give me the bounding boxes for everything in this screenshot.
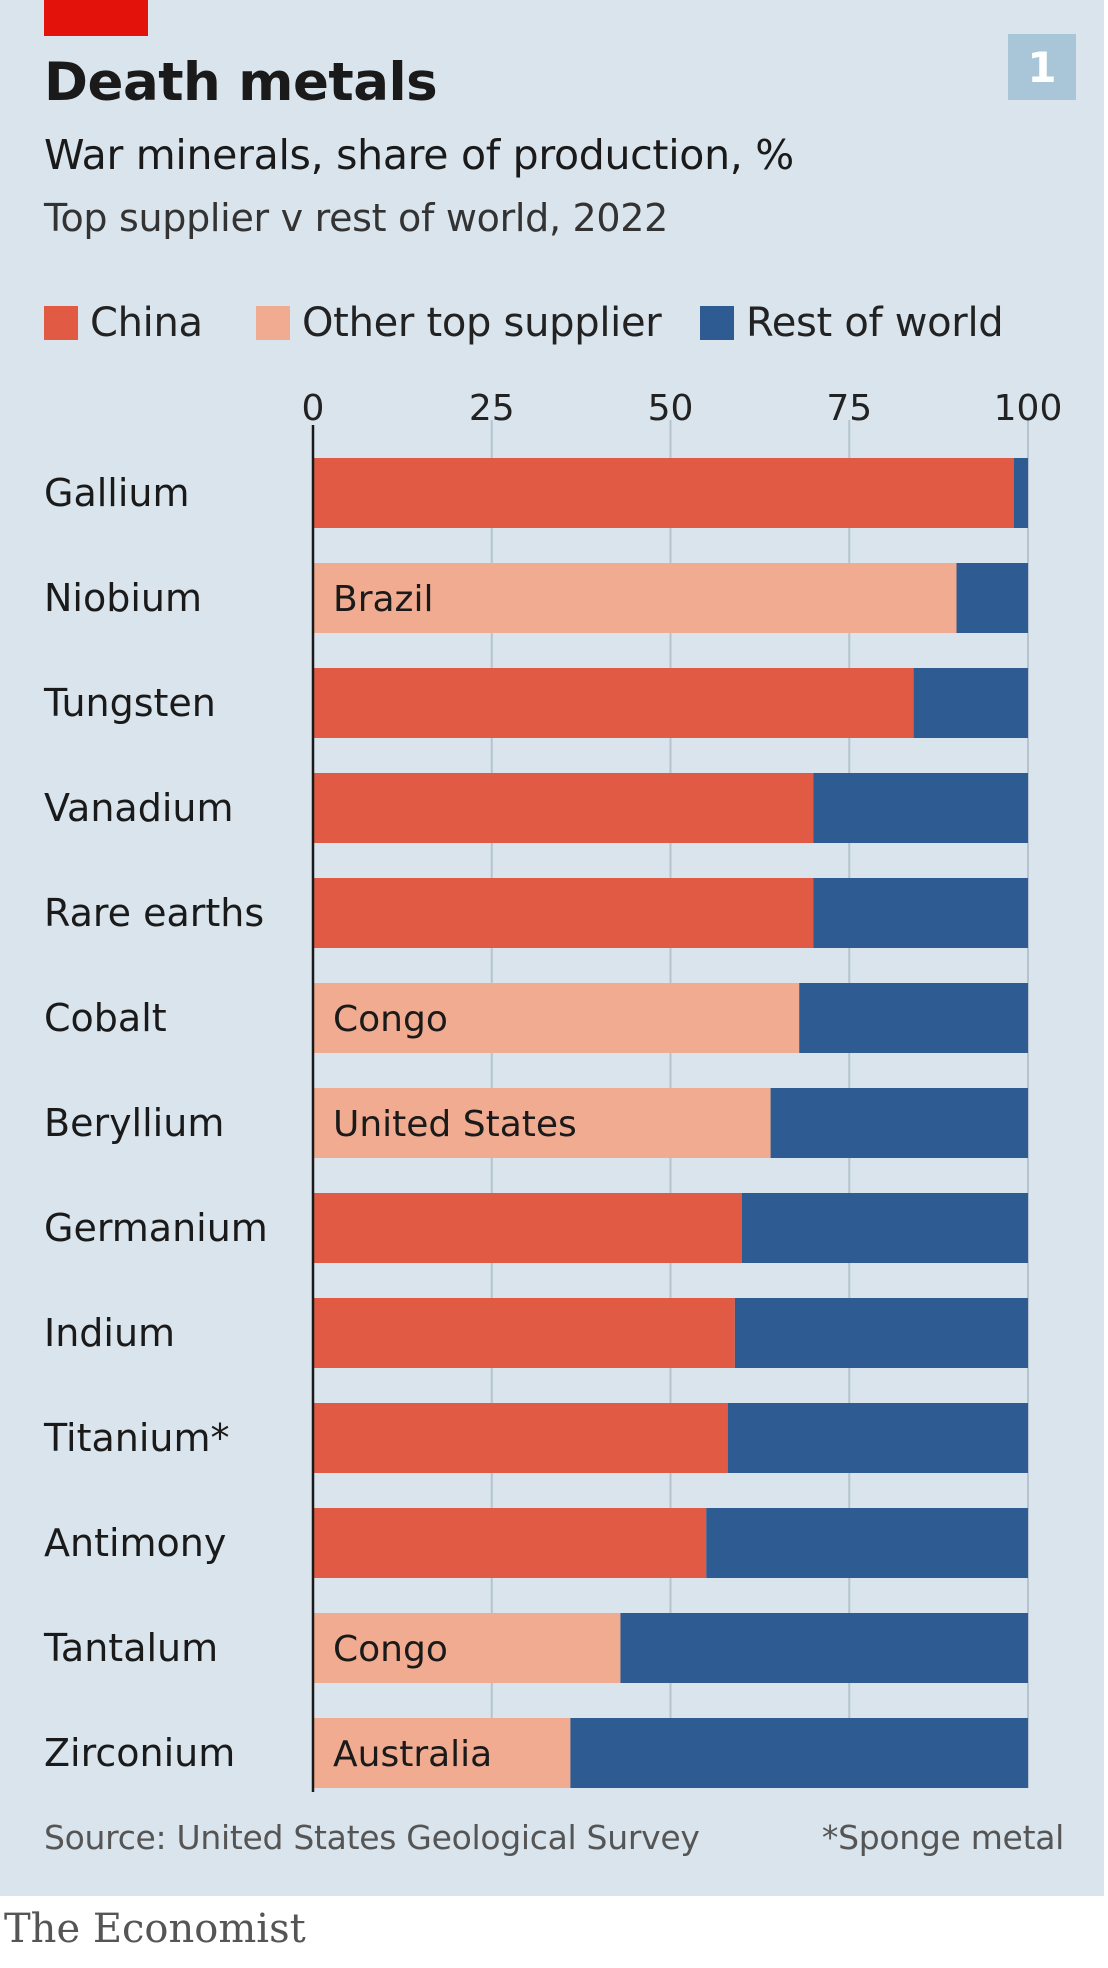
bar-segment-rest	[706, 1508, 1028, 1578]
bar-segment-china	[313, 1403, 728, 1473]
legend-item-rest: Rest of world	[700, 300, 1004, 346]
bar-segment-rest	[620, 1613, 1028, 1683]
category-label: Beryllium	[44, 1101, 224, 1145]
publisher-wordmark: The Economist	[4, 1906, 306, 1952]
category-label: Indium	[44, 1311, 175, 1355]
category-label: Cobalt	[44, 996, 167, 1040]
bar-segment-rest	[1013, 458, 1028, 528]
x-tick-label: 75	[826, 388, 872, 429]
bar-segment-china	[313, 773, 814, 843]
bar-supplier-label: Australia	[333, 1734, 492, 1775]
chart-title: Death metals	[44, 52, 438, 113]
x-tick-label: 50	[648, 388, 694, 429]
category-label: Gallium	[44, 471, 190, 515]
bar-segment-china	[313, 1193, 742, 1263]
bar-segment-other	[313, 1088, 771, 1158]
bar-segment-rest	[742, 1193, 1028, 1263]
brand-red-tag	[44, 0, 148, 36]
category-label: Antimony	[44, 1521, 226, 1565]
x-tick-label: 0	[302, 388, 325, 429]
bar-segment-china	[313, 1508, 707, 1578]
legend-item-other: Other top supplier	[256, 300, 662, 346]
bar-supplier-label: United States	[333, 1104, 577, 1145]
category-label: Tungsten	[43, 681, 216, 725]
legend-label-rest: Rest of world	[746, 300, 1004, 346]
chart-number-badge: 1	[1008, 34, 1076, 100]
x-tick-label: 100	[994, 388, 1063, 429]
category-label: Germanium	[44, 1206, 268, 1250]
bar-segment-rest	[570, 1718, 1028, 1788]
source-note: Source: United States Geological Survey	[44, 1818, 700, 1857]
category-label: Rare earths	[44, 891, 264, 935]
bar-segment-other	[313, 1718, 571, 1788]
x-tick-label: 25	[469, 388, 515, 429]
chart-subtitle: War minerals, share of production, %	[44, 131, 794, 179]
bar-supplier-label: Brazil	[333, 579, 433, 620]
legend-item-china: China	[44, 300, 203, 346]
bar-segment-rest	[956, 563, 1028, 633]
category-label: Titanium*	[43, 1416, 230, 1460]
legend-swatch-other	[256, 306, 290, 340]
legend-label-other: Other top supplier	[302, 300, 662, 346]
bar-segment-rest	[813, 773, 1028, 843]
bar-segment-rest	[734, 1298, 1028, 1368]
bar-supplier-label: Congo	[333, 999, 448, 1040]
bar-supplier-label: Congo	[333, 1629, 448, 1670]
bar-segment-other	[313, 1613, 621, 1683]
legend-swatch-rest	[700, 306, 734, 340]
bar-segment-other	[313, 983, 800, 1053]
category-label: Vanadium	[44, 786, 233, 830]
bar-segment-china	[313, 458, 1014, 528]
footnote: *Sponge metal	[821, 1818, 1064, 1857]
chart-subtitle-secondary: Top supplier v rest of world, 2022	[44, 196, 669, 240]
legend-label-china: China	[90, 300, 203, 346]
category-label: Niobium	[44, 576, 202, 620]
bar-segment-rest	[727, 1403, 1028, 1473]
category-label: Zirconium	[44, 1731, 235, 1775]
bar-segment-china	[313, 878, 814, 948]
bar-segment-china	[313, 668, 914, 738]
bar-segment-rest	[799, 983, 1028, 1053]
bar-segment-other	[313, 563, 957, 633]
category-label: Tantalum	[43, 1626, 218, 1670]
bar-segment-rest	[770, 1088, 1028, 1158]
legend-swatch-china	[44, 306, 78, 340]
bar-segment-rest	[913, 668, 1028, 738]
bar-segment-rest	[813, 878, 1028, 948]
bar-segment-china	[313, 1298, 735, 1368]
